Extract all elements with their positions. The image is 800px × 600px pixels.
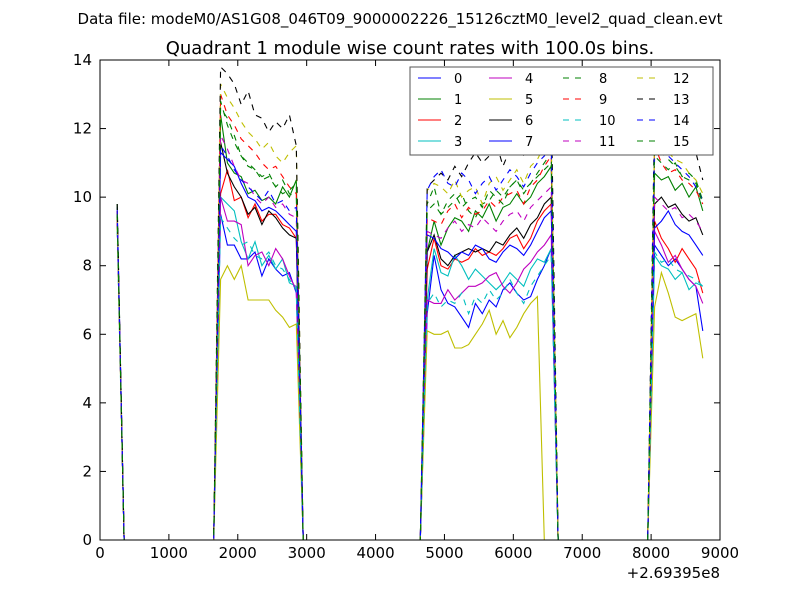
y-tick-label: 10 [73,188,92,206]
legend-entry-14: 14 [637,114,690,129]
legend-label: 13 [673,93,690,108]
legend-label: 14 [673,114,690,129]
figure-suptitle: Data file: modeM0/AS1G08_046T09_90000022… [78,10,723,29]
legend-frame [409,66,714,156]
series-line-14 [116,137,704,540]
x-tick-label: 1000 [150,544,188,562]
legend-label: 1 [454,93,462,108]
y-tick-label: 14 [73,51,92,69]
legend-entry-8: 8 [563,72,607,87]
legend-entry-2: 2 [418,114,462,129]
legend-label: 0 [454,72,462,87]
legend-label: 2 [454,114,462,129]
legend-label: 3 [454,135,462,150]
series-line-2 [116,169,704,540]
x-tick-label: 3000 [288,544,326,562]
x-tick-label: 4000 [356,544,394,562]
series-line-15 [116,100,704,540]
legend-entry-0: 0 [418,72,462,87]
series-line-5 [116,224,704,540]
legend-label: 4 [525,72,533,87]
y-tick-label: 0 [82,531,92,549]
axis-ticks: 0 1000 2000 3000 4000 5000 6000 7000 8000 9000 0 2 4… [73,51,739,562]
series-line-0 [116,207,704,540]
x-tick-label: 6000 [494,544,532,562]
series-line-3 [116,195,704,540]
y-tick-label: 8 [82,257,92,275]
legend-entry-10: 10 [563,114,616,129]
y-tick-label: 6 [82,325,92,343]
series-line-11 [116,135,704,540]
y-tick-label: 2 [82,462,92,480]
legend-entry-13: 13 [637,93,690,108]
y-tick-label: 12 [73,120,92,138]
legend-entry-12: 12 [637,72,690,87]
y-tick-label: 4 [82,394,92,412]
legend-entry-6: 6 [489,114,533,129]
legend-entry-5: 5 [489,93,533,108]
legend-label: 8 [599,72,607,87]
legend-label: 12 [673,72,690,87]
x-tick-label: 7000 [563,544,601,562]
series-line-7 [116,151,704,540]
legend-label: 11 [599,135,616,150]
x-tick-label: 5000 [425,544,463,562]
legend-label: 7 [525,135,533,150]
legend-entry-11: 11 [563,135,616,150]
legend-label: 5 [525,93,533,108]
legend-entry-7: 7 [489,135,533,150]
legend-entry-15: 15 [637,135,690,150]
x-tick-label: 9000 [701,544,739,562]
series-line-10 [116,215,704,540]
series-line-8 [116,106,704,540]
chart-title: Quadrant 1 module wise count rates with … [166,38,655,59]
series-line-9 [116,94,704,540]
series-line-4 [116,196,704,540]
legend-entry-3: 3 [418,135,462,150]
series-line-6 [116,142,704,540]
legend-entry-1: 1 [418,93,462,108]
legend-entry-9: 9 [563,93,607,108]
x-axis-offset-label: +2.69395e8 [627,564,720,582]
x-tick-label: 2000 [219,544,257,562]
legend-entry-4: 4 [489,72,533,87]
x-tick-label: 0 [95,544,105,562]
legend-label: 15 [673,135,690,150]
series-line-1 [116,114,704,540]
legend-label: 10 [599,114,616,129]
series-layer [116,65,704,540]
legend-label: 6 [525,114,533,129]
x-tick-label: 8000 [632,544,670,562]
legend-label: 9 [599,93,607,108]
plot-frame [99,59,721,541]
